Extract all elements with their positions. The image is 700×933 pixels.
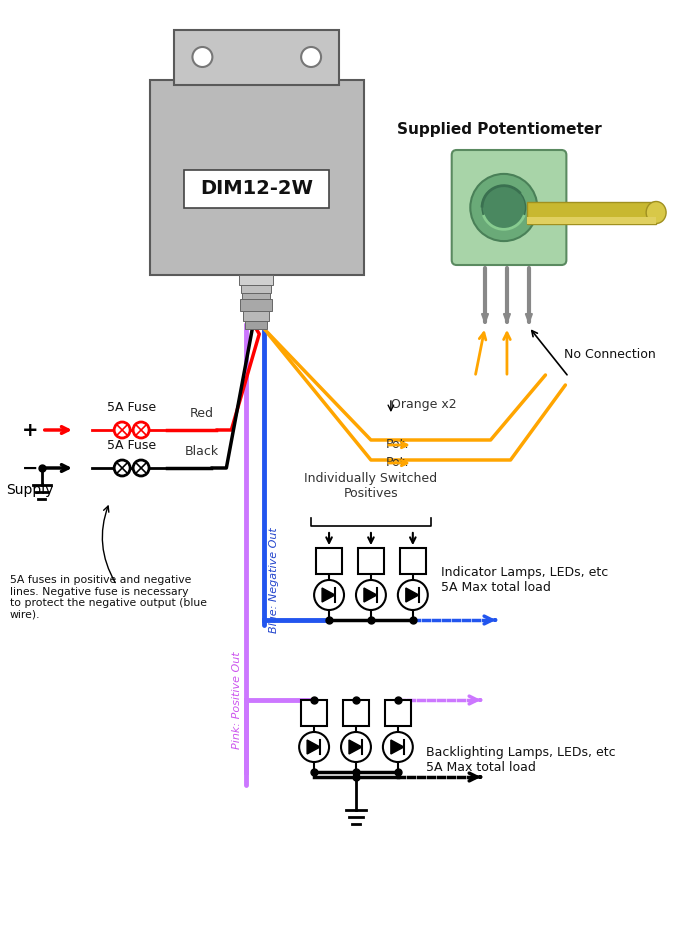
Polygon shape: [406, 588, 419, 602]
Bar: [150, 80, 364, 275]
Polygon shape: [391, 740, 404, 754]
Polygon shape: [349, 740, 362, 754]
Text: Blue: Negative Out: Blue: Negative Out: [270, 527, 279, 633]
Circle shape: [470, 174, 538, 241]
Bar: [527, 202, 656, 224]
Circle shape: [482, 186, 526, 230]
Text: Pot.: Pot.: [386, 456, 410, 469]
Text: Pot.: Pot.: [386, 439, 410, 452]
Bar: [239, 275, 273, 285]
Bar: [242, 293, 270, 299]
Text: Indicator Lamps, LEDs, etc
5A Max total load: Indicator Lamps, LEDs, etc 5A Max total …: [441, 566, 608, 594]
Circle shape: [133, 460, 149, 476]
Text: 5A Fuse: 5A Fuse: [107, 401, 156, 414]
Circle shape: [356, 580, 386, 610]
Circle shape: [133, 422, 149, 438]
Circle shape: [383, 732, 413, 762]
Circle shape: [299, 732, 329, 762]
Polygon shape: [364, 588, 377, 602]
Circle shape: [114, 460, 130, 476]
Text: −: −: [22, 458, 38, 478]
Text: Individually Switched
Positives: Individually Switched Positives: [304, 472, 438, 500]
Text: Backlighting Lamps, LEDs, etc
5A Max total load: Backlighting Lamps, LEDs, etc 5A Max tot…: [426, 746, 615, 774]
Text: Supply: Supply: [6, 483, 54, 497]
Text: 5A Fuse: 5A Fuse: [107, 439, 156, 452]
Text: Orange x2: Orange x2: [391, 398, 456, 411]
Text: Pink: Positive Out: Pink: Positive Out: [232, 651, 242, 749]
Circle shape: [398, 580, 428, 610]
Polygon shape: [307, 740, 320, 754]
Ellipse shape: [646, 202, 666, 224]
Circle shape: [114, 422, 130, 438]
Bar: [385, 700, 411, 726]
Bar: [527, 216, 656, 224]
Polygon shape: [322, 588, 335, 602]
Bar: [400, 548, 426, 574]
Bar: [301, 700, 327, 726]
Text: 5A fuses in positive and negative
lines. Negative fuse is necessary
to protect t: 5A fuses in positive and negative lines.…: [10, 575, 207, 620]
Bar: [358, 548, 384, 574]
Circle shape: [314, 580, 344, 610]
Text: +: +: [22, 421, 38, 439]
Text: Black: Black: [184, 445, 218, 458]
Bar: [245, 321, 267, 329]
Bar: [240, 299, 272, 311]
Bar: [241, 285, 271, 293]
FancyBboxPatch shape: [452, 150, 566, 265]
Bar: [316, 548, 342, 574]
Bar: [244, 311, 270, 321]
Text: DIM12-2W: DIM12-2W: [200, 179, 314, 199]
Circle shape: [193, 47, 212, 67]
Bar: [343, 700, 369, 726]
Circle shape: [301, 47, 321, 67]
Bar: [185, 170, 329, 208]
Circle shape: [341, 732, 371, 762]
Bar: [174, 30, 339, 85]
Text: Red: Red: [190, 407, 214, 420]
Text: Supplied Potentiometer: Supplied Potentiometer: [397, 122, 601, 137]
Text: No Connection: No Connection: [564, 349, 655, 361]
